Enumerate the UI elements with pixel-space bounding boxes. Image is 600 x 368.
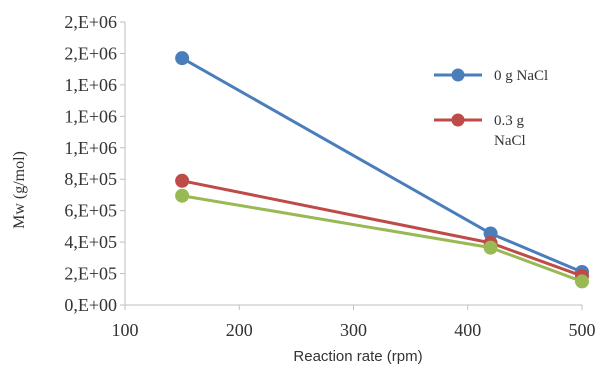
- x-axis-ticks: 100 200 300 400 500: [112, 305, 596, 340]
- legend-item: 0.3 g NaCl: [434, 113, 526, 149]
- series-line: [181, 56, 583, 274]
- y-tick-label: 2,E+05: [64, 264, 117, 284]
- series-line: [181, 194, 583, 283]
- y-tick-label: 1,E+06: [64, 138, 117, 158]
- y-axis-ticks: 0,E+00 2,E+05 4,E+05 6,E+05 8,E+05 1,E+06 1,E+…: [64, 12, 125, 315]
- series-layer: [175, 51, 589, 289]
- y-tick-label: 4,E+05: [64, 232, 117, 252]
- x-tick-label: 100: [112, 320, 139, 340]
- y-tick-label: 1,E+06: [64, 106, 117, 126]
- legend-swatch-marker: [451, 68, 465, 82]
- y-tick-label: 0,E+00: [64, 295, 117, 315]
- y-tick-label: 2,E+06: [64, 43, 117, 63]
- y-tick-label: 6,E+05: [64, 201, 117, 221]
- legend-label: NaCl: [494, 133, 526, 149]
- legend-label: 0 g NaCl: [494, 68, 548, 84]
- data-point: [175, 188, 190, 203]
- y-tick-label: 2,E+06: [64, 12, 117, 32]
- x-tick-label: 200: [226, 320, 253, 340]
- legend: 0 g NaCl 0.3 g NaCl: [434, 68, 548, 149]
- y-tick-label: 8,E+05: [64, 169, 117, 189]
- legend-item: 0 g NaCl: [434, 68, 548, 84]
- legend-swatch-marker: [451, 113, 465, 127]
- x-tick-label: 400: [454, 320, 481, 340]
- x-axis-label: Reaction rate (rpm): [293, 348, 422, 365]
- x-tick-label: 300: [340, 320, 367, 340]
- x-tick-label: 500: [569, 320, 596, 340]
- data-point: [175, 173, 190, 188]
- data-point: [483, 240, 498, 255]
- data-point: [575, 274, 589, 289]
- series-3: [175, 188, 589, 289]
- data-point: [175, 51, 190, 66]
- series-1: [175, 51, 589, 279]
- legend-label: 0.3 g: [494, 113, 525, 129]
- y-tick-label: 1,E+06: [64, 75, 117, 95]
- y-axis-label: Mw (g/mol): [11, 151, 28, 229]
